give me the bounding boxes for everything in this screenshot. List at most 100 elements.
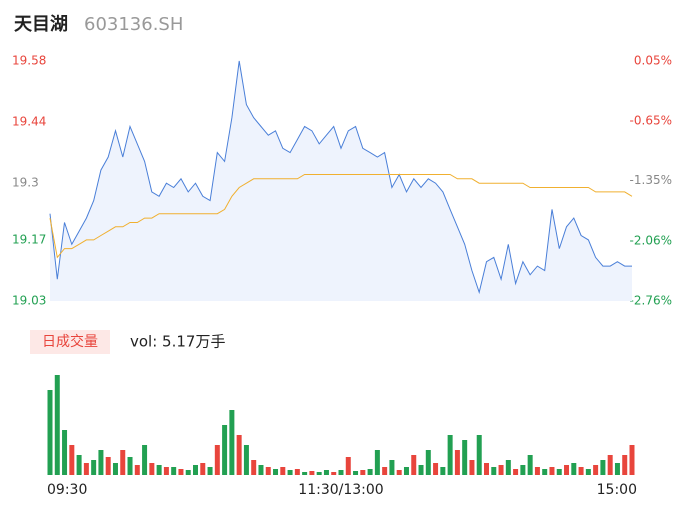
volume-bar: [178, 469, 184, 475]
volume-bar: [76, 455, 82, 475]
volume-bar: [287, 470, 293, 475]
volume-bar: [353, 471, 359, 475]
volume-bar: [585, 469, 591, 475]
x-tick-label: 09:30: [47, 482, 87, 498]
volume-bar: [491, 467, 497, 475]
volume-bar: [389, 460, 395, 475]
volume-bar: [105, 457, 111, 475]
x-tick-label: 11:30/13:00: [298, 482, 383, 498]
volume-bar: [69, 445, 75, 475]
y-tick-label: 19.44: [12, 115, 46, 129]
y-tick-label: 19.17: [12, 232, 46, 246]
volume-bar: [382, 467, 388, 475]
volume-bar: [200, 463, 206, 475]
volume-bar: [156, 465, 162, 475]
volume-bar: [323, 470, 329, 475]
volume-bar: [54, 375, 60, 475]
volume-bar: [542, 469, 548, 475]
volume-bar: [476, 435, 482, 475]
volume-bar: [185, 470, 191, 475]
volume-bar: [513, 469, 519, 475]
y-tick-label: 19.58: [12, 54, 46, 68]
average-line: [49, 174, 633, 259]
stock-name: 天目湖: [14, 14, 68, 35]
volume-bar: [447, 435, 453, 475]
volume-bar: [469, 460, 475, 475]
volume-bar: [193, 465, 198, 475]
y2-tick-label: -0.65%: [630, 113, 672, 127]
volume-bar: [396, 470, 402, 475]
volume-bar: [280, 467, 286, 475]
volume-bar: [91, 460, 97, 475]
volume-bar: [62, 430, 68, 475]
stock-code: 603136.SH: [84, 14, 183, 35]
volume-bar: [171, 467, 177, 475]
volume-bar: [309, 471, 315, 475]
volume-bar: [411, 455, 417, 475]
volume-tag: 日成交量: [42, 333, 98, 350]
volume-bar: [360, 470, 366, 475]
volume-bar: [316, 472, 322, 475]
volume-bar: [338, 470, 344, 475]
volume-bar: [498, 465, 504, 475]
volume-bar: [236, 435, 242, 475]
volume-text: vol: 5.17万手: [130, 333, 225, 351]
volume-bar: [622, 455, 628, 475]
volume-bar: [207, 467, 213, 475]
y-tick-label: 19.3: [12, 176, 39, 190]
volume-bar: [134, 465, 140, 475]
volume-bar: [556, 469, 562, 475]
volume-bar: [549, 467, 555, 475]
volume-bar: [47, 390, 53, 475]
volume-bar: [607, 455, 613, 475]
volume-bar: [112, 463, 118, 475]
volume-bar: [425, 450, 431, 475]
volume-bar: [571, 463, 577, 475]
volume-bar: [454, 450, 460, 475]
volume-bar: [462, 440, 468, 475]
volume-bar: [98, 450, 104, 475]
volume-bar: [273, 469, 279, 475]
x-tick-label: 15:00: [597, 482, 637, 498]
volume-bar: [527, 455, 533, 475]
volume-bar: [294, 469, 300, 475]
volume-bar: [367, 469, 373, 475]
price-line: [49, 60, 632, 295]
y2-tick-label: -1.35%: [630, 173, 672, 187]
volume-bar: [600, 460, 606, 475]
volume-bar: [222, 425, 228, 475]
volume-bar: [520, 465, 526, 475]
volume-bar: [614, 463, 620, 475]
volume-bar: [403, 467, 409, 475]
volume-bar: [418, 465, 424, 475]
volume-bar: [534, 467, 540, 475]
y2-tick-label: -2.76%: [630, 294, 672, 308]
volume-bar: [163, 467, 169, 475]
volume-bar: [629, 445, 635, 475]
volume-bar: [243, 445, 249, 475]
volume-bar: [265, 467, 271, 475]
volume-bar: [229, 410, 235, 475]
volume-bar: [578, 467, 584, 475]
y2-tick-label: -2.06%: [630, 234, 672, 248]
volume-bar: [214, 445, 220, 475]
price-area: [50, 61, 632, 301]
y2-tick-label: 0.05%: [634, 54, 672, 68]
volume-bar: [142, 445, 148, 475]
volume-bar: [251, 460, 257, 475]
volume-bar: [505, 460, 511, 475]
volume-bar: [440, 467, 446, 475]
volume-bar: [302, 472, 308, 475]
volume-bar: [564, 465, 570, 475]
volume-bar: [374, 450, 380, 475]
volume-bar: [149, 463, 155, 475]
volume-bar: [258, 465, 264, 475]
volume-tag-bg: [30, 330, 110, 354]
volume-bar: [593, 465, 599, 475]
y-tick-label: 19.03: [12, 294, 46, 308]
volume-bar: [433, 463, 439, 475]
volume-bar: [331, 472, 337, 475]
volume-bar: [345, 457, 351, 475]
